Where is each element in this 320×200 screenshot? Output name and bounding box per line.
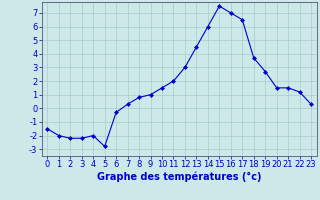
- X-axis label: Graphe des températures (°c): Graphe des températures (°c): [97, 172, 261, 182]
